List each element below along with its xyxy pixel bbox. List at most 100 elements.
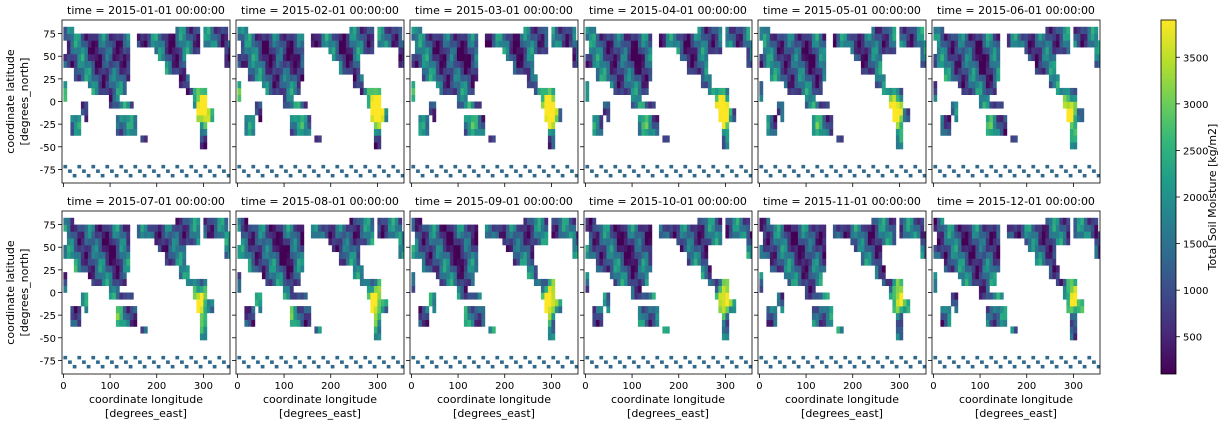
heatmap-cell [331, 224, 336, 232]
heatmap-cell [129, 115, 134, 123]
heatmap-cell [279, 67, 284, 75]
heatmap-cell [143, 231, 148, 239]
heatmap-cell [551, 164, 556, 169]
heatmap-cell [718, 94, 723, 102]
heatmap-cell [585, 26, 590, 34]
heatmap-cell [1069, 135, 1074, 143]
heatmap-cell [676, 231, 681, 239]
heatmap-cell [892, 299, 897, 307]
heatmap-cell [470, 115, 475, 123]
heatmap-cell [142, 364, 147, 369]
heatmap-cell [136, 231, 141, 239]
heatmap-cell [721, 299, 726, 307]
heatmap-cell [1068, 173, 1073, 178]
heatmap-cell [254, 224, 259, 232]
heatmap-cell [759, 285, 764, 293]
heatmap-cell [971, 47, 976, 55]
heatmap-cell [1080, 40, 1085, 48]
heatmap-cell [797, 251, 802, 259]
heatmap-cell [282, 272, 287, 280]
heatmap-cell [439, 164, 444, 169]
heatmap-cell [1083, 33, 1088, 41]
heatmap-cell [999, 319, 1004, 327]
heatmap-cell [261, 265, 266, 273]
heatmap-cell [472, 169, 476, 173]
heatmap-cell [224, 47, 229, 55]
heatmap-cell [902, 33, 907, 41]
heatmap-cell [700, 238, 705, 246]
heatmap-cell [477, 115, 482, 123]
heatmap-cell [175, 217, 180, 225]
heatmap-cell [192, 278, 197, 287]
heatmap-cell [453, 258, 458, 266]
heatmap-cell [818, 81, 823, 89]
heatmap-cell [247, 53, 252, 62]
y-tick-label: -25 [40, 120, 56, 131]
heatmap-cell [523, 355, 528, 360]
heatmap-cell [206, 40, 211, 48]
heatmap-cell [119, 47, 124, 55]
heatmap-cell [119, 258, 124, 266]
heatmap-cell [989, 87, 994, 96]
heatmap-cell [108, 53, 113, 62]
heatmap-cell [808, 53, 813, 62]
heatmap-cell [725, 355, 730, 360]
heatmap-cell [595, 47, 600, 55]
heatmap-cell [568, 33, 573, 41]
heatmap-cell [414, 224, 419, 232]
heatmap-cell [370, 238, 375, 246]
heatmap-cell [460, 53, 465, 62]
heatmap-cell [391, 231, 396, 239]
heatmap-cell [822, 238, 827, 246]
heatmap-cell [523, 67, 528, 75]
heatmap-cell [101, 53, 106, 62]
heatmap-cell [871, 355, 876, 360]
heatmap-cell [707, 47, 712, 55]
heatmap-cell [460, 87, 465, 96]
heatmap-cell [1073, 87, 1078, 96]
heatmap-cell [275, 265, 280, 273]
heatmap-cell [759, 164, 764, 169]
heatmap-cell [766, 40, 771, 48]
heatmap-cell [84, 292, 89, 300]
heatmap-cell [892, 292, 897, 300]
heatmap-cell [70, 53, 75, 62]
heatmap-cell [776, 40, 781, 48]
heatmap-cell [481, 319, 486, 327]
heatmap-cell [154, 33, 159, 41]
heatmap-cell [126, 101, 131, 109]
heatmap-cell [456, 33, 461, 41]
heatmap-cell [700, 224, 705, 232]
heatmap-cell [818, 74, 823, 82]
heatmap-cell [575, 60, 578, 68]
heatmap-cell [345, 67, 350, 75]
heatmap-cell [950, 292, 955, 300]
heatmap-cell [787, 53, 792, 62]
heatmap-cell [906, 108, 911, 116]
heatmap-cell [133, 164, 138, 169]
heatmap-cell [966, 360, 970, 364]
heatmap-cell [982, 278, 987, 287]
heatmap-cell [547, 312, 552, 320]
heatmap-cell [495, 231, 500, 239]
heatmap-cell [512, 33, 517, 41]
heatmap-cell [637, 40, 642, 48]
heatmap-cell [811, 33, 816, 41]
heatmap-cell [168, 231, 173, 239]
heatmap-cell [700, 251, 705, 259]
heatmap-cell [644, 53, 649, 62]
heatmap-cell [502, 224, 507, 232]
heatmap-cell [641, 81, 646, 89]
heatmap-cell [98, 81, 103, 89]
heatmap-cell [540, 224, 545, 232]
heatmap-cell [711, 47, 716, 55]
heatmap-cell [98, 224, 103, 232]
heatmap-cell [679, 47, 684, 55]
heatmap-cell [690, 67, 695, 75]
heatmap-cell [565, 26, 570, 34]
heatmap-cell [303, 306, 308, 314]
heatmap-cell [630, 67, 635, 75]
heatmap-cell [128, 173, 133, 178]
heatmap-cell [526, 67, 531, 75]
